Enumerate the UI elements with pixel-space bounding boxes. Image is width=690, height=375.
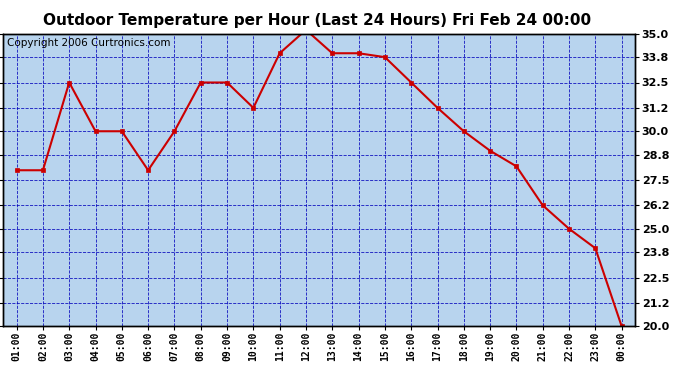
Text: Copyright 2006 Curtronics.com: Copyright 2006 Curtronics.com [7,38,170,48]
Text: Outdoor Temperature per Hour (Last 24 Hours) Fri Feb 24 00:00: Outdoor Temperature per Hour (Last 24 Ho… [43,13,591,28]
